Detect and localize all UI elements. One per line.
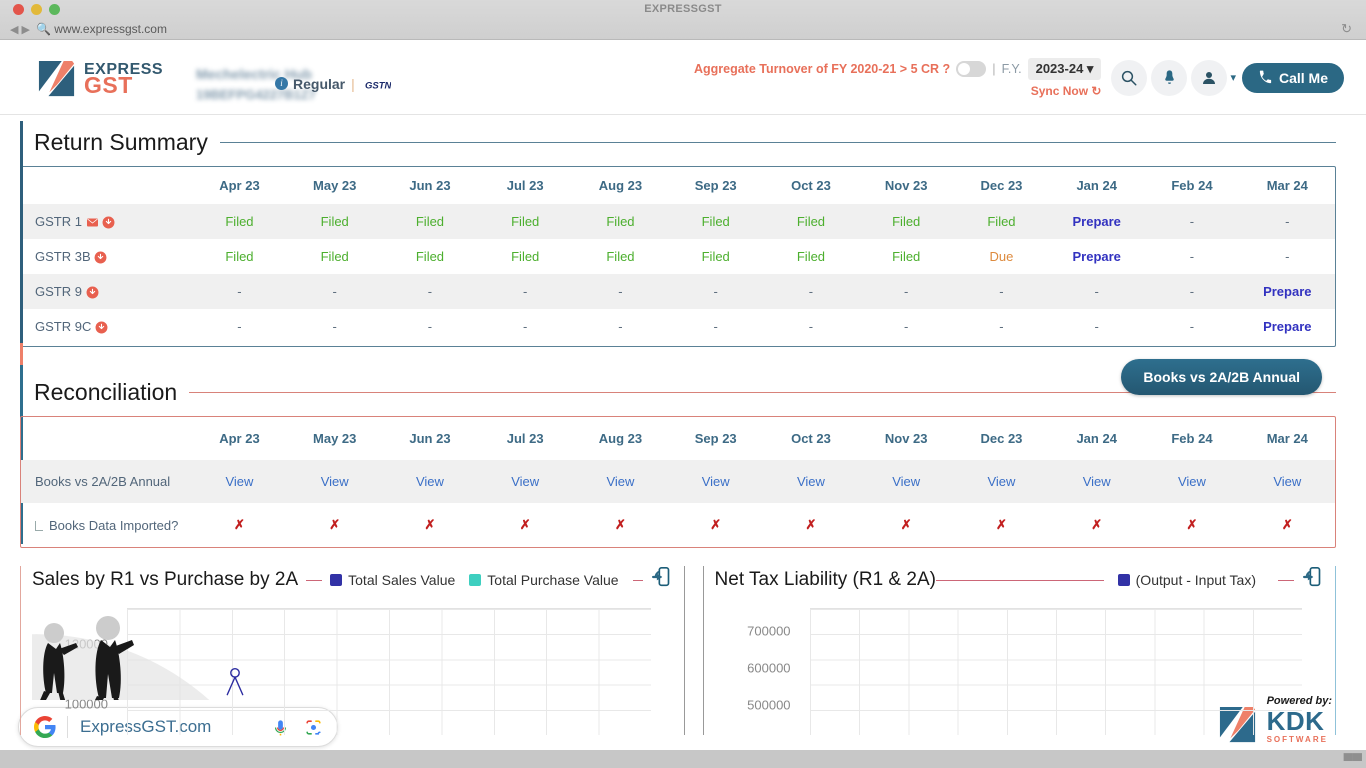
svg-text:GSTN: GSTN — [365, 80, 391, 91]
